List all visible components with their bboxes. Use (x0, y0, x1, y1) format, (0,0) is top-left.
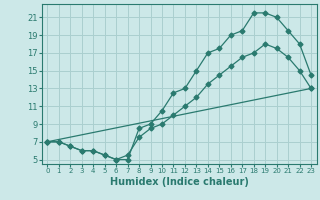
X-axis label: Humidex (Indice chaleur): Humidex (Indice chaleur) (110, 177, 249, 187)
